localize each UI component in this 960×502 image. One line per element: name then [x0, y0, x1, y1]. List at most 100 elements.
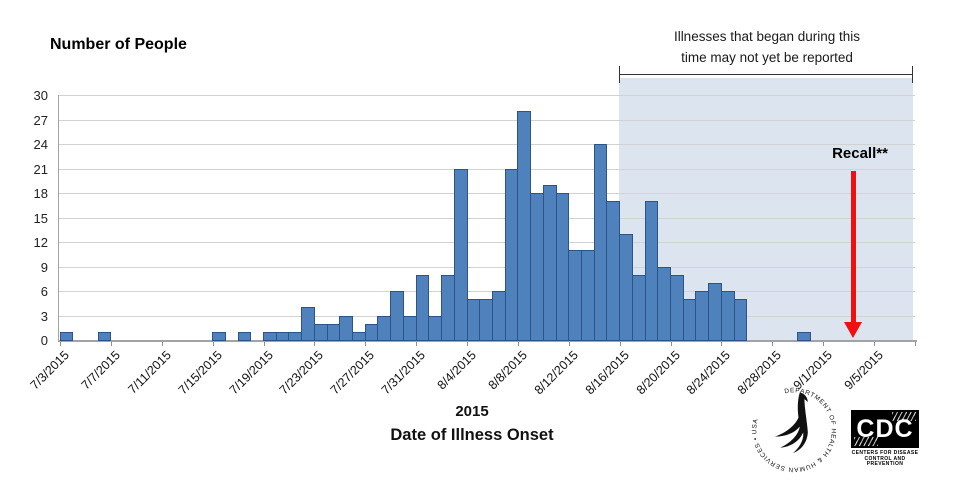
bar-8/9/2015: [530, 193, 544, 341]
gridline: [58, 119, 915, 121]
bracket-line: [619, 74, 913, 75]
y-axis-line: [58, 95, 59, 340]
gridline: [58, 144, 915, 145]
y-axis-tick-label: 9: [40, 259, 48, 275]
x-axis-tickmark: [517, 342, 519, 346]
bar-8/20/2015: [670, 274, 684, 341]
bar-8/8/2015: [517, 111, 532, 341]
x-axis-tickmark: [467, 342, 468, 346]
y-axis-tick-label: 15: [33, 210, 48, 226]
bar-8/22/2015: [695, 291, 710, 341]
x-axis-tickmark: [874, 342, 875, 346]
bar-8/1/2015: [428, 315, 443, 341]
x-axis-title: Date of Illness Onset: [390, 426, 554, 444]
cdc-caption: Centers for Disease Control and Preventi…: [851, 450, 919, 468]
bar-7/25/2015: [339, 315, 354, 341]
bar-8/4/2015: [466, 299, 481, 341]
cdc-rays-icon: [892, 412, 916, 421]
bar-8/14/2015: [593, 144, 608, 341]
bar-8/21/2015: [682, 299, 697, 341]
bar-8/30/2015: [797, 331, 811, 341]
bar-8/13/2015: [580, 250, 595, 341]
not-yet-reported-annotation: Illnesses that began during this time ma…: [618, 26, 916, 68]
bar-7/30/2015: [402, 315, 417, 341]
y-axis-tick-label: 27: [33, 112, 48, 128]
x-axis-tickmark: [110, 342, 112, 346]
bracket-end-tick: [619, 66, 621, 83]
gridline: [58, 266, 915, 268]
y-axis-tick-label: 3: [40, 308, 48, 324]
bar-7/27/2015: [364, 323, 379, 341]
bar-8/24/2015: [720, 291, 735, 341]
bar-8/23/2015: [708, 282, 722, 341]
recall-arrow-shaft: [851, 171, 856, 323]
cdc-logo-box: CDC: [851, 410, 919, 448]
cdc-caption-line-1: Centers for Disease: [851, 450, 919, 456]
gridline: [58, 291, 915, 292]
x-axis-tickmark: [416, 342, 418, 346]
y-axis-tick-label: 30: [33, 88, 48, 103]
bar-8/3/2015: [453, 168, 468, 341]
gridline: [58, 193, 915, 194]
bar-8/2/2015: [441, 274, 455, 341]
x-axis-tickmark: [161, 342, 163, 346]
bar-7/29/2015: [390, 291, 404, 341]
x-axis-line: [58, 340, 917, 342]
bar-8/6/2015: [491, 291, 506, 341]
gridline: [58, 168, 915, 170]
gridline: [58, 217, 915, 219]
recall-arrow-head-icon: [844, 322, 862, 338]
bar-8/12/2015: [568, 250, 582, 341]
gridline: [58, 242, 915, 243]
y-axis-tick-label: 0: [40, 333, 48, 348]
bar-8/15/2015: [606, 201, 621, 341]
bar-7/24/2015: [326, 323, 341, 341]
bar-7/20/2015: [275, 331, 290, 341]
x-axis-tickmark: [670, 342, 672, 346]
cdc-caption-line-2: Control and Prevention: [864, 455, 906, 467]
cdc-rays-icon: [854, 437, 878, 446]
bar-7/22/2015: [301, 307, 315, 341]
bar-8/18/2015: [644, 201, 659, 341]
bar-8/7/2015: [504, 168, 519, 341]
bar-8/10/2015: [542, 184, 557, 341]
bar-8/16/2015: [619, 233, 633, 341]
x-axis-tickmark: [619, 342, 621, 346]
bar-7/3/2015: [59, 331, 74, 341]
chart-title: Number of People: [50, 36, 187, 53]
x-axis-tickmark: [568, 342, 570, 346]
bar-7/21/2015: [288, 331, 303, 341]
bar-7/19/2015: [263, 331, 277, 341]
recall-label: Recall**: [832, 145, 888, 162]
x-axis-tickmark: [365, 342, 367, 346]
x-axis-tickmark: [60, 342, 61, 346]
y-axis-tick-label: 24: [33, 137, 48, 152]
annotation-line-1: Illnesses that began during this: [673, 29, 861, 44]
x-axis-year-label: 2015: [455, 403, 489, 420]
bar-7/31/2015: [415, 274, 430, 341]
hhs-eagle-icon: [774, 392, 808, 453]
bar-7/23/2015: [313, 323, 328, 341]
bar-7/26/2015: [352, 331, 366, 341]
gridline: [58, 95, 915, 96]
y-axis-tick-label: 21: [33, 161, 48, 177]
bar-7/6/2015: [97, 331, 112, 341]
annotation-line-2: time may not yet be reported: [681, 50, 853, 65]
y-axis-tick-label: 12: [33, 235, 48, 250]
x-axis-tickmark: [721, 342, 723, 346]
bracket-end-tick: [912, 66, 913, 83]
y-axis-tick-label: 18: [33, 186, 48, 201]
bar-7/28/2015: [377, 315, 392, 341]
bar-7/17/2015: [237, 331, 252, 341]
bar-8/25/2015: [733, 299, 748, 341]
x-axis-tickmark: [263, 342, 265, 346]
x-axis-tickmark: [772, 342, 774, 346]
bar-8/5/2015: [479, 299, 493, 341]
x-axis-tickmark: [212, 342, 214, 346]
x-axis-tickmark: [823, 342, 825, 346]
cdc-logo: CDC Centers for Disease Control and Prev…: [851, 410, 919, 468]
y-axis-tick-label: 6: [40, 284, 48, 299]
hhs-logo: DEPARTMENT OF HEALTH & HUMAN SERVICES • …: [742, 378, 846, 482]
